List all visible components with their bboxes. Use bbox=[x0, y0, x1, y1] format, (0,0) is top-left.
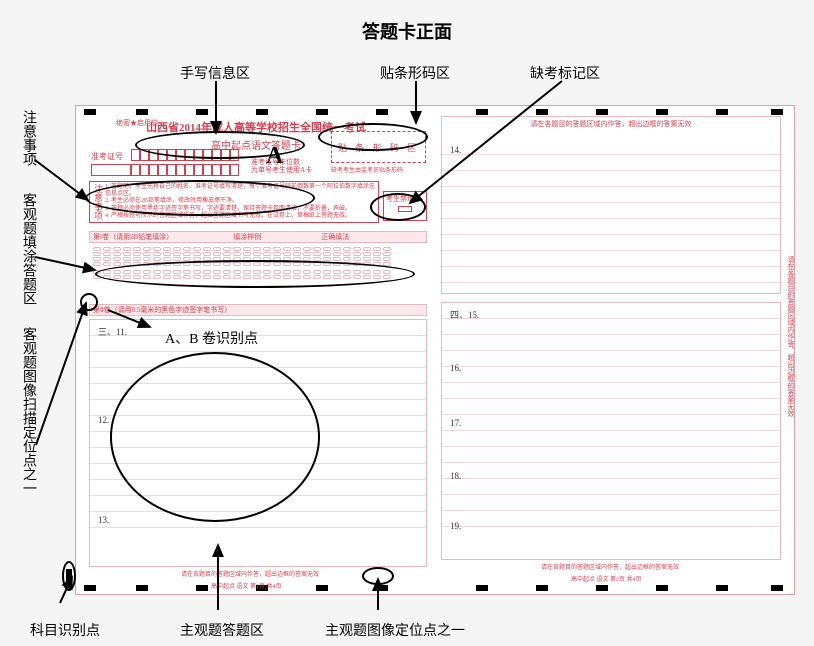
section1-bar: 第Ⅰ卷（请用2B铅笔填涂） 填涂样例 正确填法 bbox=[89, 231, 427, 243]
anno-notice: 注意事项 bbox=[18, 110, 38, 166]
vert-note-right: 请在各题目的答题区域内作答，超出边框的答案无效 bbox=[786, 256, 796, 456]
footer-warn-right: 请在各题目的答题区域内作答，超出边框的答案无效 bbox=[541, 562, 679, 571]
circle-subject bbox=[62, 561, 76, 591]
anno-absent: 缺考标记区 bbox=[530, 63, 600, 83]
right-top-essay: 请在各题目的答题区域内作答，超出边框的答案无效 14. bbox=[441, 116, 781, 294]
anno-barcode: 贴条形码区 bbox=[380, 63, 450, 83]
anno-subj-area: 主观题答题区 bbox=[180, 620, 264, 640]
anno-handwrite: 手写信息区 bbox=[180, 63, 250, 83]
anno-subj-scan: 主观题图像定位点之一 bbox=[325, 620, 465, 640]
answer-sheet: 绝密★启用前 山西省2014年成人高等学校招生全国统一考试 高中起点语文答题卡 … bbox=[75, 105, 795, 595]
circle-small-loc bbox=[80, 293, 98, 311]
id-grid-bottom bbox=[91, 164, 239, 176]
right-bottom-essay: 四、15. 16. 17. 18. 19. bbox=[441, 302, 781, 560]
circle-essay bbox=[110, 352, 320, 522]
anno-subject: 科目识别点 bbox=[30, 620, 100, 640]
sheet-area: 手写信息区 贴条形码区 缺考标记区 注意事项 客观题填涂答题区 客观题图像扫描定… bbox=[0, 45, 814, 615]
circle-bubbles bbox=[95, 260, 415, 288]
anno-obj-scan: 客观题图像扫描定位点之一 bbox=[18, 327, 38, 495]
q19: 19. bbox=[450, 521, 461, 531]
right-top-warn: 请在各题目的答题区域内作答，超出边框的答案无效 bbox=[442, 117, 780, 131]
barcode-note: 缺考考生由监考员贴条形码 bbox=[331, 165, 403, 174]
id-label: 准考证号 bbox=[91, 151, 123, 162]
circle-barcode bbox=[318, 123, 428, 151]
q13: 13. bbox=[98, 515, 109, 525]
footer-page-right: 高中起点 语文 第2页 共4页 bbox=[571, 574, 642, 583]
circle-handwrite bbox=[135, 131, 305, 159]
footer-warn-left: 请在各题目的答题区域内作答，超出边框的答案无效 bbox=[181, 569, 319, 578]
q12: 12. bbox=[98, 415, 109, 425]
q16: 16. bbox=[450, 363, 461, 373]
circle-notice bbox=[85, 180, 315, 216]
circle-absent bbox=[370, 193, 426, 221]
section2-bar: 第Ⅱ卷（请用0.5毫米的黑色字迹签字笔书写） bbox=[89, 304, 427, 316]
q11: 三、11. bbox=[98, 325, 127, 338]
q15: 四、15. bbox=[450, 308, 479, 321]
footer-page-left: 高中起点 语文 第1页 共4页 bbox=[211, 581, 282, 590]
anno-obj-fill: 客观题填涂答题区 bbox=[18, 193, 38, 305]
circle-subj-scan bbox=[362, 567, 394, 585]
q18: 18. bbox=[450, 471, 461, 481]
q17: 17. bbox=[450, 418, 461, 428]
q14: 14. bbox=[450, 145, 461, 155]
paper-note: 准考证号末位数为单号考生使用A卡 bbox=[251, 159, 321, 174]
